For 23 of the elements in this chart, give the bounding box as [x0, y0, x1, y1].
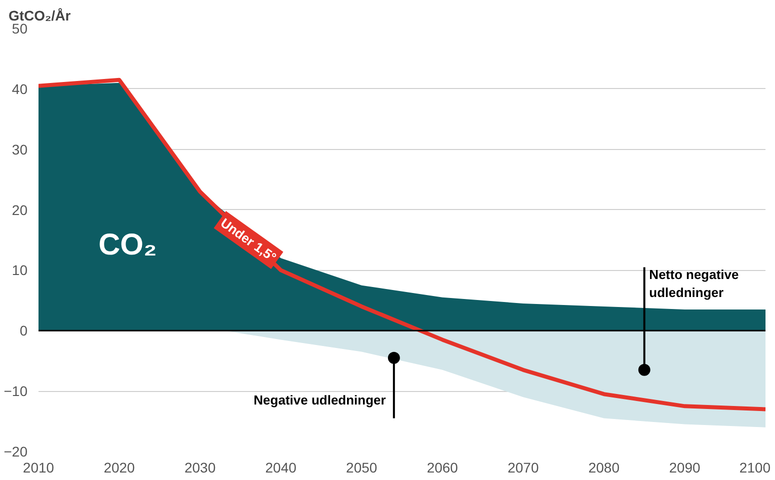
- x-tick-label: 2100: [739, 460, 771, 476]
- y-tick-label: 30: [12, 141, 28, 158]
- y-axis-title: GtCO₂/År: [8, 8, 72, 24]
- x-tick-label: 2010: [22, 460, 54, 476]
- line-series: [38, 78, 766, 412]
- annotation: Netto negative udledninger: [649, 267, 739, 300]
- y-tick-label: −20: [4, 444, 28, 460]
- y-tick-label: 50: [12, 20, 28, 36]
- annotation: Negative udledninger: [254, 392, 386, 408]
- y-tick-label: −10: [4, 383, 28, 400]
- annotation: CO₂: [98, 228, 157, 262]
- x-tick-label: 2040: [265, 460, 297, 476]
- y-tick-label: 10: [12, 262, 28, 278]
- x-tick-label: 2060: [426, 460, 458, 476]
- x-tick-label: 2070: [508, 460, 539, 476]
- x-tick-label: 2020: [104, 460, 136, 476]
- y-tick-label: 20: [12, 202, 28, 218]
- x-tick-label: 2050: [346, 460, 378, 476]
- y-tick-label: 40: [12, 80, 28, 97]
- x-tick-label: 2090: [669, 460, 701, 476]
- y-tick-label: 0: [20, 322, 28, 339]
- x-tick-label: 2080: [588, 460, 620, 476]
- x-tick-label: 2030: [184, 460, 216, 476]
